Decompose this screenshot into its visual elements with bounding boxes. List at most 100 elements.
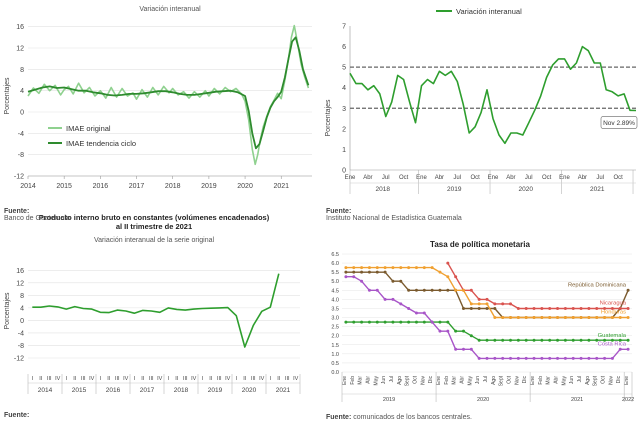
data-point	[618, 347, 622, 351]
data-point	[595, 306, 599, 310]
x-tick-label: May	[467, 376, 473, 386]
data-point	[422, 311, 426, 315]
data-point	[375, 320, 379, 324]
data-point	[626, 316, 630, 320]
data-point	[501, 302, 505, 306]
x-tick-label: Jul	[596, 175, 604, 181]
data-point	[414, 266, 418, 270]
y-tick-label: -8	[18, 343, 24, 350]
x-tick-label: Oct	[399, 175, 409, 181]
data-point	[587, 338, 591, 342]
source-label: Fuente:	[326, 414, 352, 421]
data-point	[461, 306, 465, 310]
data-point	[469, 302, 473, 306]
data-point	[548, 316, 552, 320]
data-point	[367, 320, 371, 324]
data-point	[469, 306, 473, 310]
annotation-label: Nov 2.89%	[603, 120, 635, 127]
data-point	[556, 338, 560, 342]
x-tick-label: Jul	[525, 175, 533, 181]
data-point	[391, 297, 395, 301]
year-label: 2018	[376, 186, 391, 193]
data-point	[438, 288, 442, 292]
data-point	[422, 320, 426, 324]
data-point	[579, 356, 583, 360]
data-point	[360, 320, 364, 324]
data-point	[493, 302, 497, 306]
x-tick-label: Jul	[453, 175, 461, 181]
data-point	[461, 329, 465, 333]
y-tick-label: 4	[20, 305, 24, 312]
data-point	[509, 356, 513, 360]
data-point	[563, 316, 567, 320]
y-tick-label: 12	[16, 280, 24, 287]
data-point	[532, 356, 536, 360]
data-point	[383, 320, 387, 324]
x-tick-label: Oct	[470, 175, 480, 181]
x-tick-label: Dic	[616, 376, 622, 384]
y-tick-label: 16	[16, 24, 24, 31]
data-point	[360, 266, 364, 270]
data-point	[414, 288, 418, 292]
x-tick-label: Ene	[342, 376, 348, 385]
data-point	[477, 356, 481, 360]
y-tick-label: 8	[20, 293, 24, 300]
data-point	[563, 356, 567, 360]
data-point	[485, 338, 489, 342]
x-tick-label: 2017	[129, 183, 145, 190]
data-point	[548, 338, 552, 342]
x-tick-label: Mar	[546, 376, 552, 385]
x-tick-label: Jul	[382, 175, 390, 181]
x-tick-label: Mar	[452, 376, 458, 385]
data-point	[610, 338, 614, 342]
data-point	[469, 334, 473, 338]
quarter-label: I	[235, 376, 237, 382]
data-point	[414, 311, 418, 315]
quarter-label: I	[133, 376, 135, 382]
source-text: comunicados de los bancos centrales.	[353, 414, 472, 421]
data-point	[477, 306, 481, 310]
data-point	[477, 338, 481, 342]
y-tick-label: 5	[342, 65, 346, 72]
data-point	[485, 302, 489, 306]
quarter-label: IV	[55, 376, 61, 382]
x-tick-label: Abr	[578, 175, 587, 181]
x-tick-label: Abr	[554, 376, 560, 384]
data-point	[540, 306, 544, 310]
data-point	[595, 338, 599, 342]
data-point	[626, 338, 630, 342]
data-point	[391, 266, 395, 270]
year-label: 2016	[106, 387, 121, 394]
x-tick-label: Ago	[397, 376, 403, 385]
y-tick-label: 7	[342, 24, 346, 31]
series-label: Honduras	[601, 310, 626, 316]
data-point	[603, 316, 607, 320]
data-point	[626, 347, 630, 351]
data-point	[461, 347, 465, 351]
data-point	[407, 320, 411, 324]
data-point	[477, 297, 481, 301]
x-tick-label: Ene	[436, 376, 442, 385]
data-point	[556, 356, 560, 360]
y-tick-label: 3.5	[331, 306, 339, 312]
y-tick-label: 0	[20, 318, 24, 325]
data-point	[579, 338, 583, 342]
data-point	[344, 266, 348, 270]
data-point	[509, 316, 513, 320]
quarter-label: II	[39, 376, 43, 382]
data-point	[595, 356, 599, 360]
data-point	[438, 270, 442, 274]
x-tick-label: Ene	[559, 175, 570, 181]
data-point	[461, 288, 465, 292]
y-tick-label: 12	[16, 46, 24, 53]
year-label: 2022	[622, 397, 634, 403]
data-point	[571, 338, 575, 342]
chart-title: al II trimestre de 2021	[116, 222, 192, 231]
chart-subtitle: Variación interanual de la serie origina…	[94, 237, 215, 244]
series-line	[345, 321, 629, 341]
data-point	[477, 302, 481, 306]
data-point	[383, 266, 387, 270]
data-point	[430, 266, 434, 270]
y-tick-label: 0.5	[331, 361, 339, 367]
y-tick-label: -12	[14, 174, 24, 181]
